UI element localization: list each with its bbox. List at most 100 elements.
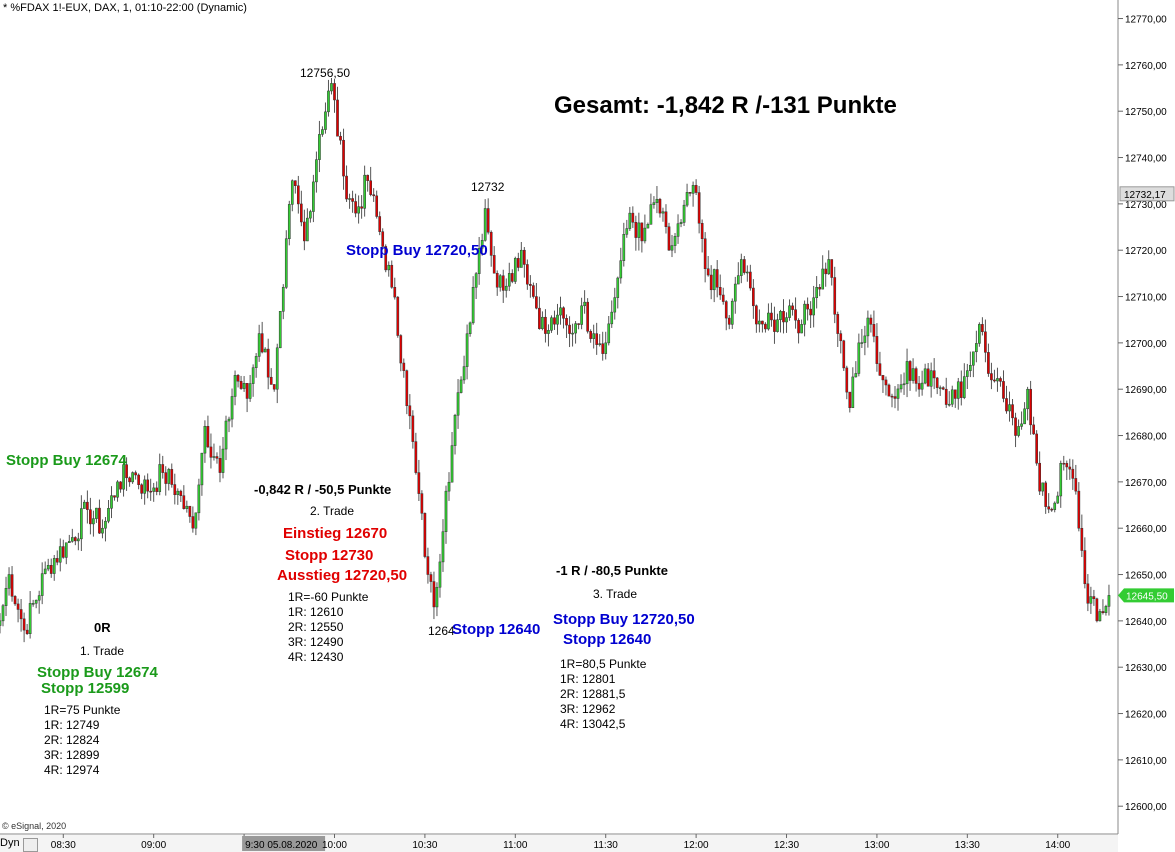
candle-body <box>408 405 412 417</box>
candle-body <box>101 527 104 534</box>
candle-body <box>742 259 746 273</box>
candle-body <box>553 317 556 325</box>
candle-body <box>402 362 406 371</box>
candle-body <box>1101 611 1105 613</box>
candle-body <box>996 378 999 382</box>
candle-body <box>7 574 11 589</box>
candle-body <box>809 308 812 316</box>
last-price-label: 12645,50 <box>1126 591 1168 602</box>
candle-body <box>179 490 183 496</box>
x-tick-label: 13:00 <box>864 840 889 851</box>
candle-body <box>34 599 38 604</box>
candle-body <box>495 272 499 288</box>
trade2-line: 3R: 12490 <box>288 635 344 649</box>
x-tick-label: 09:00 <box>141 840 166 851</box>
candle-body <box>70 537 74 542</box>
candle-body <box>13 596 17 605</box>
candle-body <box>1038 462 1041 492</box>
candle-body <box>128 477 131 483</box>
y-tick-label: 12700,00 <box>1125 339 1167 350</box>
candle-body <box>941 387 945 390</box>
candle-body <box>559 307 562 316</box>
candle-body <box>209 446 213 458</box>
candle-body <box>399 335 403 364</box>
y-tick-label: 12670,00 <box>1125 478 1167 489</box>
candle-body <box>917 383 921 390</box>
candle-body <box>504 285 508 291</box>
candle-body <box>682 204 686 223</box>
candle-body <box>914 368 918 384</box>
tag-price-label: 12732,17 <box>1124 190 1166 201</box>
candle-body <box>724 301 728 319</box>
candle-body <box>598 343 602 345</box>
trade2-targets: 1R=-60 Punkte 1R: 12610 2R: 12550 3R: 12… <box>288 590 368 665</box>
candle-body <box>444 490 448 532</box>
candle-body <box>426 556 430 575</box>
candle-body <box>881 375 885 381</box>
candle-body <box>22 618 26 631</box>
candle-body <box>959 381 963 398</box>
x-tick-label: 14:00 <box>1045 840 1070 851</box>
candle-body <box>284 238 288 288</box>
candle-body <box>975 343 978 353</box>
candle-body <box>752 287 755 307</box>
candle-body <box>77 538 80 542</box>
candle-body <box>333 83 336 101</box>
candle-body <box>538 307 541 329</box>
trade3-result: -1 R / -80,5 Punkte <box>556 563 668 578</box>
candle-body <box>1080 527 1084 551</box>
candle-body <box>673 236 677 246</box>
candle-body <box>586 301 589 332</box>
candle-body <box>1056 495 1060 504</box>
candle-body <box>86 501 89 510</box>
candle-body <box>372 194 376 197</box>
candle-body <box>637 222 641 238</box>
candle-body <box>815 287 818 299</box>
candle-body <box>64 542 68 558</box>
candle-body <box>1014 417 1017 436</box>
x-tick-label: 10:00 <box>322 840 347 851</box>
candle-body <box>459 379 463 393</box>
candle-body <box>281 287 285 312</box>
candle-body <box>1035 433 1038 464</box>
dyn-toggle[interactable]: Dyn <box>0 837 38 852</box>
candle-body <box>31 603 35 605</box>
x-tick-label: 11:00 <box>503 840 528 851</box>
candle-body <box>113 495 116 498</box>
candle-body <box>278 311 282 349</box>
candle-body <box>203 426 207 454</box>
y-tick-label: 12620,00 <box>1125 710 1167 721</box>
candle-body <box>956 381 960 399</box>
candle-body <box>721 294 725 302</box>
last-price-box <box>1118 588 1174 603</box>
candle-body <box>465 333 469 367</box>
candle-body <box>806 303 809 310</box>
candle-body <box>761 320 764 325</box>
candle-body <box>622 234 626 261</box>
candle-body <box>969 364 972 371</box>
y-tick-label: 12710,00 <box>1125 293 1167 304</box>
candle-body <box>556 314 559 325</box>
candle-body <box>28 603 32 634</box>
candle-body <box>896 388 900 399</box>
candle-body <box>116 481 119 498</box>
candle-body <box>242 383 246 389</box>
candle-body <box>423 513 427 557</box>
candle-body <box>450 445 454 483</box>
trade1-buy: Stopp Buy 12674 <box>37 664 158 681</box>
high-price-label: 12756,50 <box>300 66 351 80</box>
trade2-stop: Stopp 12730 <box>285 547 374 564</box>
candle-body <box>453 414 457 446</box>
candle-body <box>483 208 487 241</box>
candle-body <box>932 370 936 379</box>
candle-body <box>1041 482 1044 492</box>
candle-body <box>375 195 379 217</box>
candle-body <box>691 185 695 194</box>
candle-body <box>616 277 620 298</box>
candle-body <box>568 324 571 334</box>
dyn-button[interactable] <box>23 838 38 852</box>
trade3-line: 4R: 13042,5 <box>560 717 626 731</box>
candle-body <box>797 319 800 334</box>
candle-body <box>206 426 210 448</box>
